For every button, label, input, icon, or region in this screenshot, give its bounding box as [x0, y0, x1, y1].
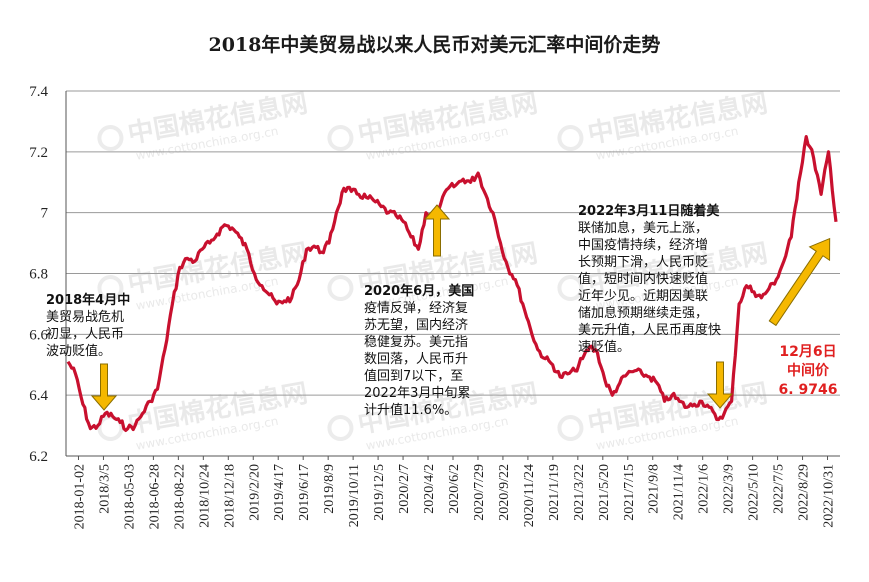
- x-tick-9: 2019/6/17: [297, 464, 312, 521]
- x-tick-4: 2018-08-22: [172, 464, 187, 529]
- annotation-2022-12-06-line-2: 中间价: [787, 363, 829, 379]
- x-tick-22: 2021/7/15: [622, 464, 637, 521]
- annotation-2020-06-line-1: 2020年6月，美国: [364, 284, 475, 299]
- annotation-2018-04-line-4: 波动贬值。: [46, 344, 112, 359]
- y-tick-4: 7: [41, 206, 49, 222]
- x-tick-25: 2022/1/6: [697, 464, 712, 514]
- annotation-2022-03-line-8: 美元升值，人民币再度快: [578, 323, 722, 338]
- x-tick-27: 2022/5/10: [747, 464, 762, 521]
- x-tick-13: 2020/2/7: [397, 464, 412, 514]
- arrow-2022-03: [706, 361, 734, 409]
- y-tick-1: 6.4: [29, 388, 48, 404]
- annotation-2022-03-line-1: 2022年3月11日随着美: [578, 204, 720, 219]
- annotation-2022-03-line-9: 速贬值。: [578, 340, 631, 355]
- annotation-2020-06-line-6: 值回到7以下，至: [364, 369, 464, 384]
- y-tick-3: 6.8: [29, 267, 48, 283]
- annotation-2018-04: 2018年4月中 美贸易战危机 初显，人民币 波动贬值。: [46, 275, 156, 360]
- x-tick-26: 2022/3/9: [722, 464, 737, 514]
- annotation-2022-12-06: 12月6日 中间价 6. 9746: [768, 324, 848, 400]
- axis-layer: 6.2 6.4 6.6 6.8 7 7.2 7.4 2018-01-02 2018/3/5 201…: [29, 84, 840, 529]
- annotation-2022-03-line-2: 联储加息，美元上涨，: [578, 221, 709, 236]
- x-tick-28: 2022/7/5: [772, 464, 787, 514]
- x-tick-8: 2019/4/17: [272, 464, 287, 521]
- annotation-2020-06-line-7: 2022年3月中旬累: [364, 386, 471, 401]
- x-tick-11: 2019/10/11: [347, 464, 362, 527]
- arrow-2020-06: [423, 204, 451, 257]
- x-tick-7: 2019/2/20: [247, 464, 262, 521]
- annotation-2022-03-line-5: 值，短时间内快速贬值: [578, 272, 709, 287]
- x-tick-24: 2021/11/4: [672, 464, 687, 520]
- x-tick-21: 2021/5/20: [597, 464, 612, 521]
- annotation-2022-03-line-6: 近年少见。近期因美联: [578, 289, 709, 304]
- y-tick-6: 7.4: [29, 84, 48, 100]
- annotation-2018-04-line-1: 2018年4月中: [46, 293, 131, 308]
- x-tick-2: 2018-05-03: [122, 464, 137, 529]
- y-tick-5: 7.2: [29, 145, 48, 161]
- x-tick-18: 2020/11/24: [522, 464, 537, 527]
- annotation-2022-03-line-3: 中国疫情持续，经济增: [578, 238, 709, 253]
- x-tick-15: 2020/6/2: [447, 464, 462, 514]
- arrow-2022-12-06: [768, 237, 831, 327]
- arrow-layer: [90, 204, 831, 411]
- x-tick-30: 2022/10/31: [822, 464, 837, 528]
- x-tick-10: 2019/8/9: [322, 464, 337, 514]
- annotation-2022-12-06-line-1: 12月6日: [779, 344, 837, 360]
- x-tick-6: 2018/12/18: [222, 464, 237, 528]
- annotation-2020-06-line-2: 疫情反弹，经济复: [364, 301, 469, 316]
- annotation-2022-03: 2022年3月11日随着美 联储加息，美元上涨， 中国疫情持续，经济增 长预期下…: [578, 186, 753, 356]
- annotation-2020-06-line-3: 苏无望，国内经济: [364, 318, 469, 333]
- x-tick-14: 2020/4/2: [422, 464, 437, 514]
- series-line-0: [66, 135, 838, 432]
- x-tick-23: 2021/9/8: [647, 464, 662, 514]
- annotation-2020-06: 2020年6月，美国 疫情反弹，经济复 苏无望，国内经济 稳健复苏。美元指 数回…: [364, 266, 494, 419]
- y-tick-2: 6.6: [29, 327, 48, 343]
- annotation-2022-12-06-line-3: 6. 9746: [778, 382, 838, 398]
- series-layer: [66, 135, 838, 432]
- x-tick-17: 2020/9/22: [497, 464, 512, 521]
- arrow-2018-04: [90, 363, 118, 411]
- x-tick-19: 2021/1/19: [547, 464, 562, 521]
- x-tick-1: 2018/3/5: [97, 464, 112, 514]
- annotation-2020-06-line-8: 计升值11.6%。: [364, 403, 458, 418]
- y-tick-0: 6.2: [29, 449, 48, 465]
- x-tick-12: 2019/12/5: [372, 464, 387, 521]
- x-tick-20: 2021/3/22: [572, 464, 587, 521]
- chart-title: 2018年中美贸易战以来人民币对美元汇率中间价走势: [208, 34, 661, 56]
- annotation-2022-03-line-7: 储加息预期继续走强，: [578, 306, 709, 321]
- annotation-2018-04-line-2: 美贸易战危机: [46, 310, 125, 325]
- x-tick-16: 2020/7/29: [472, 464, 487, 521]
- annotation-2022-03-line-4: 长预期下滑，人民币贬: [578, 255, 709, 270]
- x-tick-3: 2018-06-28: [147, 464, 162, 529]
- x-tick-5: 2018/10/24: [197, 464, 212, 528]
- x-tick-29: 2022/8/29: [797, 464, 812, 521]
- annotation-2020-06-line-4: 稳健复苏。美元指: [364, 335, 469, 350]
- x-tick-0: 2018-01-02: [72, 464, 87, 529]
- annotation-2020-06-line-5: 数回落，人民币升: [364, 352, 469, 367]
- annotation-2018-04-line-3: 初显，人民币: [46, 327, 125, 342]
